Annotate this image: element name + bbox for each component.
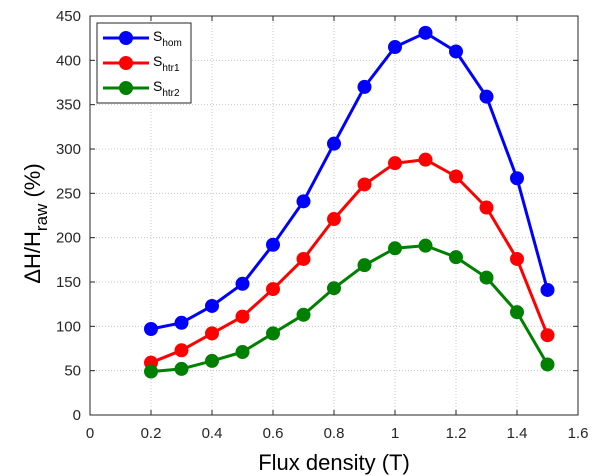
x-tick-label-1p2: 1.2 [446, 425, 467, 442]
y-tick-label-350: 350 [56, 97, 81, 114]
series-s-hom-point [418, 25, 433, 40]
series-s-htr2-point [144, 364, 158, 379]
series-s-htr1-point [266, 282, 280, 297]
axis-ticks: 0 0.2 0.4 0.6 0.8 1 1.2 1.4 1.6 0 50 100 150 200 250 30… [56, 8, 588, 442]
series-s-hom-point [266, 237, 280, 252]
y-axis-label-suffix: (%) [20, 163, 45, 203]
legend-label-subscript: hom [162, 38, 181, 49]
series-s-hom-line [150, 31, 549, 331]
x-tick-label-1p6: 1.6 [568, 425, 589, 442]
legend-label-base: S [153, 28, 162, 44]
y-tick-label-50: 50 [64, 363, 81, 380]
legend-label-s-htr2: Shtr2 [153, 78, 180, 99]
series-s-htr1-point [235, 309, 250, 324]
series-s-hom-point [540, 282, 555, 297]
x-tick-label-0p6: 0.6 [263, 425, 284, 442]
series-s-hom-point [174, 315, 189, 330]
series-s-hom-point [479, 89, 494, 104]
legend-label-s-htr1: Shtr1 [153, 53, 180, 74]
legend-entry-s-htr1: Shtr1 [103, 53, 180, 74]
y-tick-label-300: 300 [56, 141, 81, 158]
series-s-htr1-point [449, 169, 463, 184]
legend-marker-s-htr1 [119, 56, 133, 70]
x-tick-label-0p8: 0.8 [324, 425, 345, 442]
legend-label-base: S [153, 78, 162, 94]
series-s-htr2-point [205, 353, 219, 368]
series-s-htr2-point [235, 345, 250, 360]
series-s-htr1-point [296, 251, 311, 266]
y-tick-label-450: 450 [56, 8, 81, 25]
series-s-htr1-point [418, 152, 433, 167]
series-s-htr2-point [174, 361, 189, 376]
series-s-hom-point [449, 44, 463, 59]
series-s-htr2-point [266, 326, 280, 341]
legend-label-subscript: htr2 [162, 88, 180, 99]
series-s-htr1 [144, 152, 555, 370]
series-s-hom-point [327, 136, 341, 151]
y-tick-label-0: 0 [73, 407, 81, 424]
series-s-htr2-point [449, 250, 463, 265]
x-tick-label-0p2: 0.2 [141, 425, 162, 442]
legend-marker-s-htr2 [119, 81, 133, 95]
series-s-htr1-point [357, 177, 372, 192]
series-s-htr1-point [327, 212, 341, 227]
y-axis-label: ΔH/Hraw (%) [20, 163, 51, 283]
legend: Shom Shtr1 Shtr2 [96, 22, 192, 104]
legend-label-base: S [153, 53, 162, 69]
series-s-hom-point [144, 321, 158, 336]
x-tick-label-0p4: 0.4 [202, 425, 223, 442]
series-s-htr1-point [479, 200, 494, 215]
legend-label-s-hom: Shom [153, 28, 182, 49]
series-s-htr2-point [479, 270, 494, 285]
series-s-hom-point [296, 194, 311, 209]
series-s-htr1-point [205, 326, 219, 341]
series-layer [144, 25, 555, 379]
series-s-htr2-point [388, 241, 402, 256]
y-tick-label-200: 200 [56, 230, 81, 247]
series-s-htr2-point [540, 357, 555, 372]
legend-entry-s-htr2: Shtr2 [103, 78, 180, 99]
series-s-htr1-point [174, 343, 189, 358]
y-axis-label-subscript: raw [32, 203, 51, 231]
y-tick-label-250: 250 [56, 185, 81, 202]
legend-marker-s-hom [119, 31, 133, 45]
x-tick-label-1p4: 1.4 [507, 425, 528, 442]
y-axis-label-prefix: ΔH/H [20, 231, 45, 284]
series-s-htr2-point [418, 238, 433, 253]
series-s-htr1-point [388, 156, 402, 171]
y-tick-label-150: 150 [56, 274, 81, 291]
series-s-htr1-point [540, 328, 555, 343]
series-s-hom-point [205, 298, 219, 313]
x-tick-label-0: 0 [86, 425, 94, 442]
legend-label-subscript: htr1 [162, 63, 180, 74]
series-s-htr2-point [296, 307, 311, 322]
series-s-htr2-point [357, 258, 372, 273]
series-s-htr2-point [327, 281, 341, 296]
legend-entry-s-hom: Shom [103, 28, 182, 49]
series-s-hom-point [388, 40, 402, 55]
y-tick-label-400: 400 [56, 52, 81, 69]
x-axis-label: Flux density (T) [258, 450, 410, 475]
series-s-hom [144, 25, 555, 336]
series-s-hom-point [235, 276, 250, 291]
series-s-htr1-point [510, 251, 524, 266]
y-tick-label-100: 100 [56, 318, 81, 335]
series-s-hom-point [357, 79, 372, 94]
series-s-htr2 [144, 238, 555, 379]
x-tick-label-1: 1 [391, 425, 399, 442]
series-s-htr2-point [510, 305, 524, 320]
series-s-hom-point [510, 171, 524, 186]
